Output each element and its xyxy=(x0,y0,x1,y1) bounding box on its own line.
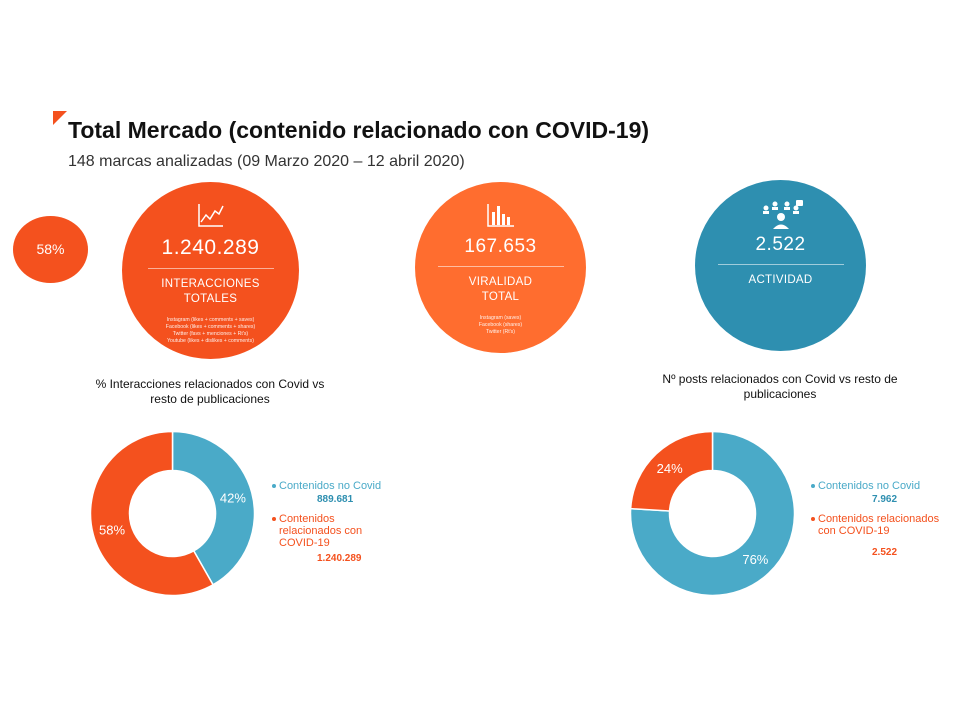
donut-slice-1 xyxy=(89,430,215,597)
kpi-label: INTERACCIONES TOTALES xyxy=(161,278,260,305)
legend-value: 889.681 xyxy=(317,494,354,505)
legend-label: Contenidos relacionados con COVID-19 xyxy=(279,513,363,549)
kpi-actividad: 2.522 ACTIVIDAD xyxy=(695,180,866,351)
legend-item: Contenidos no Covid 7.962 xyxy=(811,480,951,506)
kpi-interacciones: 1.240.289 INTERACCIONES TOTALES Instagra… xyxy=(122,182,299,359)
side-percent-badge: 58% xyxy=(13,216,88,283)
donut-slice-0 xyxy=(629,430,796,597)
legend-item: Contenidos relacionados con COVID-19 1.2… xyxy=(272,513,422,565)
slice-percent-label: 24% xyxy=(657,461,683,476)
detail-line: Facebook (shares) xyxy=(478,322,523,328)
page-subtitle: 148 marcas analizadas (09 Marzo 2020 – 1… xyxy=(68,153,465,170)
legend-swatch xyxy=(272,517,276,521)
detail-line: Instagram (saves) xyxy=(479,315,522,321)
detail-line: Twitter (favs + menciones + Rt's) xyxy=(172,331,249,337)
people-network-icon xyxy=(758,200,804,230)
slice-percent-label: 58% xyxy=(99,522,125,537)
donut-slice-1 xyxy=(629,430,714,512)
legend-value: 7.962 xyxy=(872,494,898,505)
divider xyxy=(717,264,844,265)
detail-line: Facebook (likes + comments + shares) xyxy=(165,324,256,330)
corner-accent xyxy=(53,111,67,125)
legend-swatch xyxy=(811,517,815,521)
page-title: Total Mercado (contenido relacionado con… xyxy=(68,117,650,143)
chart-title: Nº posts relacionados con Covid vs resto… xyxy=(662,372,898,401)
legend-posts: Contenidos no Covid 7.962 Contenidos rel… xyxy=(811,480,951,559)
kpi-details: Instagram (likes + comments + saves) Fac… xyxy=(166,317,255,345)
kpi-value: 167.653 xyxy=(464,236,537,257)
kpi-details: Instagram (saves) Facebook (shares) Twit… xyxy=(479,315,522,336)
donut-chart-interacciones: 42% 58% xyxy=(89,430,256,597)
donut-slice-0 xyxy=(171,430,256,586)
legend-interacciones: Contenidos no Covid 889.681 Contenidos r… xyxy=(272,480,422,565)
legend-label: Contenidos no Covid xyxy=(818,480,921,492)
legend-value: 2.522 xyxy=(872,547,898,558)
divider xyxy=(147,268,274,269)
slice-percent-label: 76% xyxy=(742,552,768,567)
donut-chart-posts: 76% 24% xyxy=(629,430,796,597)
kpi-viralidad: 167.653 VIRALIDAD TOTAL Instagram (saves… xyxy=(415,182,586,353)
kpi-label: VIRALIDAD TOTAL xyxy=(468,276,533,303)
detail-line: Youtube (likes + dislikes + comments) xyxy=(167,338,254,344)
kpi-value: 2.522 xyxy=(755,234,806,255)
detail-line: Twitter (Rt's) xyxy=(486,329,515,335)
legend-label: Contenidos relacionados con COVID-19 xyxy=(818,513,940,537)
legend-item: Contenidos relacionados con COVID-19 2.5… xyxy=(811,513,951,559)
legend-item: Contenidos no Covid 889.681 xyxy=(272,480,422,506)
legend-label: Contenidos no Covid xyxy=(279,480,382,492)
legend-swatch xyxy=(272,484,276,488)
legend-value: 1.240.289 xyxy=(317,553,362,564)
divider xyxy=(437,266,564,267)
kpi-label: ACTIVIDAD xyxy=(748,274,813,286)
chart-title: % Interacciones relacionados con Covid v… xyxy=(95,377,325,406)
legend-swatch xyxy=(811,484,815,488)
kpi-value: 1.240.289 xyxy=(161,236,260,259)
trend-line-icon xyxy=(197,202,225,232)
bar-chart-icon xyxy=(486,202,516,232)
detail-line: Instagram (likes + comments + saves) xyxy=(166,317,255,323)
slice-percent-label: 42% xyxy=(220,491,246,506)
